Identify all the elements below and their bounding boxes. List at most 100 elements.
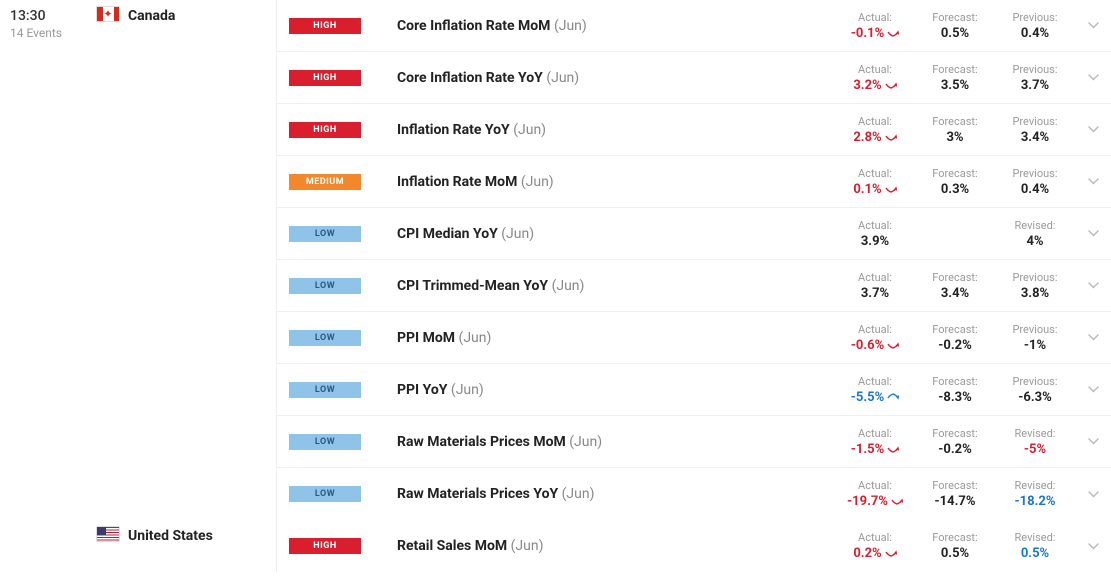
event-period: (Jun) [513,122,546,138]
stat-value-previous: 0.5% [995,546,1075,561]
stat-label-actual: Actual: [835,219,915,232]
event-row[interactable]: HIGHRetail Sales MoM (Jun)Actual:0.2%For… [277,520,1111,572]
event-row[interactable]: LOWCPI Trimmed-Mean YoY (Jun)Actual:3.7%… [277,260,1111,312]
expand-button[interactable] [1075,543,1111,550]
stat-label-actual: Actual: [835,167,915,180]
chevron-down-icon [1088,334,1099,341]
stat-value-previous: -5% [995,442,1075,457]
stat-forecast: Forecast:-8.3% [915,375,995,405]
stats-group: Actual:3.7%Forecast:3.4%Previous:3.8% [835,271,1075,301]
event-row[interactable]: LOW Raw Materials Prices YoY (Jun)Actual:… [277,468,1111,520]
event-row[interactable]: HIGHCore Inflation Rate YoY (Jun)Actual:… [277,52,1111,104]
chevron-down-icon [1088,74,1099,81]
impact-badge: LOW [289,382,361,398]
stats-group: Actual:-19.7%Forecast: -14.7%Revised: -18.… [835,479,1075,509]
stat-value-actual: 3.2% [853,78,896,93]
event-row[interactable]: LOWCPI Median YoY (Jun)Actual:3.9%Revise… [277,208,1111,260]
event-row[interactable]: LOW PPI MoM (Jun) Actual:-0.6%Forecast:-0.… [277,312,1111,364]
expand-button[interactable] [1075,22,1111,29]
event-row[interactable]: MEDIUMInflation Rate MoM (Jun)Actual:0.1… [277,156,1111,208]
expand-button[interactable] [1075,334,1111,341]
stat-actual: Actual:3.7% [835,271,915,301]
stat-label-actual: Actual: [835,479,915,492]
stats-group: Actual:3.2%Forecast:3.5%Previous:3.7% [835,63,1075,93]
event-period: (Jun) [552,278,585,294]
expand-button[interactable] [1075,126,1111,133]
stats-group: Actual:2.8%Forecast:3%Previous:3.4% [835,115,1075,145]
event-row[interactable]: LOWRaw Materials Prices MoM (Jun)Actual:… [277,416,1111,468]
stat-forecast: Forecast:0.3% [915,167,995,197]
stat-previous: Revised: -18.2% [995,479,1075,509]
stat-actual: Actual: -5.5% [835,375,915,405]
expand-button[interactable] [1075,438,1111,445]
stat-previous: Previous:3.8% [995,271,1075,301]
event-title: CPI Trimmed-Mean YoY (Jun) [397,278,835,294]
event-period: (Jun) [459,330,492,346]
chevron-down-icon [1088,230,1099,237]
chevron-down-icon [1088,438,1099,445]
stat-label-previous: Revised: [995,479,1075,492]
stat-value-actual: 3.7% [861,286,889,301]
expand-button[interactable] [1075,282,1111,289]
stat-label-previous: Previous: [995,115,1075,128]
event-name: CPI Trimmed-Mean YoY [397,278,548,294]
expand-button[interactable] [1075,386,1111,393]
stats-group: Actual:0.2%Forecast:0.5%Revised:0.5% [835,531,1075,561]
stat-label-forecast: Forecast: [915,11,995,24]
stat-label-forecast: Forecast: [915,115,995,128]
stat-forecast: Forecast:-0.2% [915,427,995,457]
events-count: 14 Events [10,26,84,40]
main-column: ✦CanadaHIGHCore Inflation Rate MoM (Jun)… [92,0,1111,572]
expand-button[interactable] [1075,230,1111,237]
chevron-down-icon [1088,282,1099,289]
time-value: 13:30 [10,8,84,24]
country-left: ✦Canada [92,0,276,520]
stat-label-previous: Revised: [995,219,1075,232]
country-left: United States [92,520,276,572]
stat-value-forecast: -8.3% [915,390,995,405]
country-header: ✦Canada [92,0,276,32]
event-row[interactable]: LOWPPI YoY (Jun)Actual:-5.5%Forecast:-8.… [277,364,1111,416]
event-row[interactable]: HIGHCore Inflation Rate MoM (Jun)Actual:… [277,0,1111,52]
stat-value-actual: -5.5% [851,390,899,405]
stats-group: Actual:-0.6%Forecast:-0.2%Previous:-1% [835,323,1075,353]
impact-badge: LOW [289,330,361,346]
flag-icon [96,526,120,546]
expand-button[interactable] [1075,491,1111,498]
stat-label-previous: Previous: [995,11,1075,24]
stat-label-previous: Previous: [995,375,1075,388]
country-row: ✦CanadaHIGHCore Inflation Rate MoM (Jun)… [92,0,1111,520]
stat-value-forecast: -14.7% [915,494,995,509]
expand-button[interactable] [1075,178,1111,185]
stat-label-previous: Previous: [995,323,1075,336]
expand-button[interactable] [1075,74,1111,81]
stats-group: Actual:-1.5%Forecast:-0.2%Revised:-5% [835,427,1075,457]
stat-previous: Revised:-5% [995,427,1075,457]
impact-badge: LOW [289,486,361,502]
event-row[interactable]: HIGHInflation Rate YoY (Jun)Actual:2.8%F… [277,104,1111,156]
stat-value-forecast: 0.5% [915,26,995,41]
stat-value-actual: 2.8% [853,130,896,145]
impact-badge: LOW [289,278,361,294]
stat-value-previous: 0.4% [995,26,1075,41]
stat-value-previous: -18.2% [995,494,1075,509]
stat-label-forecast: Forecast: [915,479,995,492]
event-name: Core Inflation Rate MoM [397,18,550,34]
stat-value-actual: 3.9% [861,234,889,249]
stat-label-actual: Actual: [835,375,915,388]
event-title: Raw Materials Prices YoY (Jun) [397,486,835,502]
stats-group: Actual:-5.5%Forecast:-8.3%Previous:-6.3% [835,375,1075,405]
stat-label-actual: Actual: [835,115,915,128]
stat-actual: Actual:-19.7% [835,479,915,509]
stat-previous: Revised:4% [995,219,1075,249]
stat-label-forecast: Forecast: [915,427,995,440]
stat-value-forecast: 3.5% [915,78,995,93]
event-name: PPI MoM [397,330,455,346]
event-period: (Jun) [521,174,554,190]
impact-badge: HIGH [289,538,361,554]
stat-forecast: Forecast: -14.7% [915,479,995,509]
event-period: (Jun) [554,18,587,34]
stat-label-forecast: Forecast: [915,323,995,336]
stat-value-previous: 0.4% [995,182,1075,197]
stat-value-previous: 3.4% [995,130,1075,145]
